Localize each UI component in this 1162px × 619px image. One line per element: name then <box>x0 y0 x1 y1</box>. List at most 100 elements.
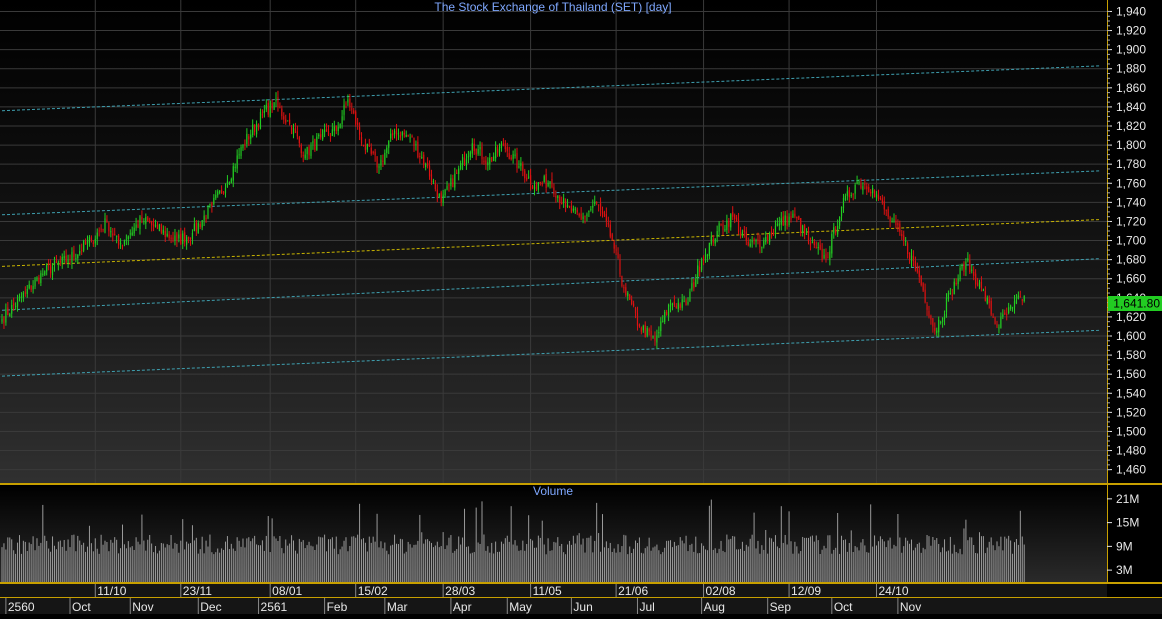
candle-body <box>393 130 396 134</box>
candle-body <box>669 302 672 307</box>
candle-body <box>454 173 456 188</box>
candle-body <box>697 265 699 279</box>
candle-body <box>992 316 994 318</box>
candle-body <box>84 241 87 245</box>
candle-body <box>710 236 712 244</box>
candle-body <box>40 273 42 283</box>
candle-body <box>46 264 48 272</box>
month-label: Nov <box>132 600 153 614</box>
candle-body <box>456 172 458 174</box>
candle-body <box>862 186 864 191</box>
candle-body <box>879 197 881 199</box>
candle-body <box>73 250 75 258</box>
candle-body <box>529 175 532 185</box>
candle-body <box>164 230 166 237</box>
candle-body <box>1015 300 1018 304</box>
candle-body <box>83 241 85 251</box>
chart-title: The Stock Exchange of Thailand (SET) [da… <box>434 0 671 14</box>
date-label: 28/03 <box>445 584 475 598</box>
candle-body <box>160 224 162 233</box>
candle-body <box>691 283 693 290</box>
date-label: 08/01 <box>272 584 302 598</box>
candle-body <box>662 320 664 322</box>
candle-body <box>13 303 15 306</box>
candle-body <box>413 137 415 146</box>
candle-body <box>916 267 918 272</box>
candle-body <box>189 237 192 240</box>
candle-body <box>928 310 930 317</box>
candle-body <box>908 252 911 260</box>
candle-body <box>753 239 755 241</box>
candle-body <box>265 104 267 110</box>
candle-body <box>119 242 122 244</box>
candle-body <box>358 126 361 135</box>
month-label: Sep <box>770 600 792 614</box>
candle-body <box>355 111 357 125</box>
candle-body <box>975 273 977 285</box>
candle-body <box>327 130 330 136</box>
candle-body <box>434 183 436 189</box>
candle-body <box>592 205 594 208</box>
candle-body <box>549 181 551 184</box>
candle-body <box>69 259 71 261</box>
candle-body <box>118 235 120 246</box>
candle-body <box>947 292 950 299</box>
candle-body <box>106 219 108 222</box>
candle-body <box>996 323 998 327</box>
candle-body <box>654 337 656 341</box>
candle-body <box>191 232 194 239</box>
candle-body <box>590 208 592 210</box>
candle-body <box>815 247 817 249</box>
candle-body <box>426 163 429 166</box>
candle-body <box>370 147 372 154</box>
candle-body <box>55 261 58 263</box>
candle-body <box>844 195 847 201</box>
candle-body <box>302 155 304 157</box>
candle-body <box>275 98 277 102</box>
candle-body <box>353 110 355 114</box>
candle-body <box>357 122 359 125</box>
candle-body <box>380 159 382 166</box>
candle-body <box>1023 295 1025 302</box>
candle-body <box>621 275 623 286</box>
candle-body <box>798 216 800 220</box>
price-tick-label: 1,520 <box>1116 405 1146 419</box>
candle-body <box>100 228 102 230</box>
candle-body <box>963 263 965 273</box>
candle-body <box>842 198 845 208</box>
candle-body <box>998 327 1000 329</box>
candle-body <box>858 181 860 184</box>
candle-body <box>973 271 975 276</box>
candle-body <box>234 166 236 168</box>
candle-body <box>852 193 854 195</box>
candle-body <box>9 314 11 317</box>
candle-body <box>172 237 174 240</box>
candle-body <box>22 292 24 298</box>
candle-body <box>479 146 481 150</box>
candle-body <box>969 260 971 273</box>
candle-body <box>1004 312 1006 315</box>
candle-body <box>395 128 398 136</box>
candle-body <box>953 281 955 295</box>
volume-tick-label: 21M <box>1116 492 1139 506</box>
candle-body <box>360 137 363 144</box>
candle-body <box>252 124 254 136</box>
candle-body <box>411 135 413 138</box>
candle-body <box>875 193 878 198</box>
candle-body <box>914 261 916 269</box>
candle-body <box>796 216 798 219</box>
candle-body <box>994 317 996 325</box>
candle-body <box>139 216 141 229</box>
candle-body <box>887 209 889 217</box>
candle-body <box>92 242 94 245</box>
candle-body <box>755 239 757 242</box>
candle-body <box>487 162 489 166</box>
candle-body <box>397 133 400 135</box>
candle-body <box>506 147 508 152</box>
candle-body <box>261 114 264 116</box>
candle-body <box>747 241 749 246</box>
candle-body <box>701 259 703 271</box>
candle-body <box>712 238 714 243</box>
candle-body <box>53 260 56 266</box>
candle-body <box>436 189 438 199</box>
